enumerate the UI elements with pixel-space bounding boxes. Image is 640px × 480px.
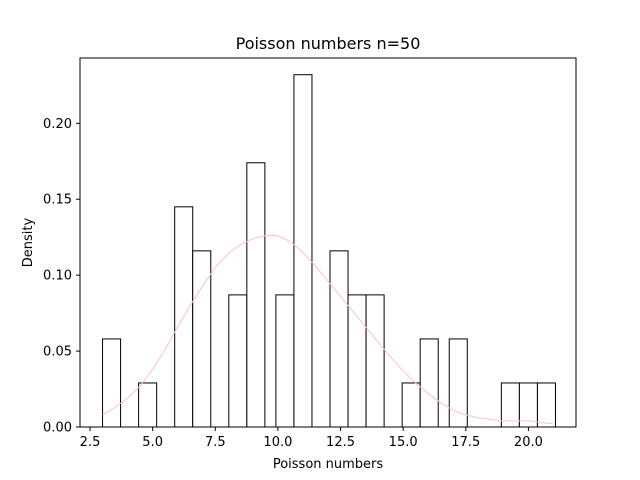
histogram-bar-17 <box>536 382 556 428</box>
y-tick-label: 0.10 <box>43 269 72 284</box>
histogram-bar-10 <box>347 294 367 428</box>
histogram-bar-5 <box>228 294 248 428</box>
histogram-bar-9 <box>329 250 349 428</box>
x-tick-label: 10.0 <box>263 435 292 450</box>
chart-title: Poisson numbers n=50 <box>236 34 421 53</box>
histogram-bar-7 <box>275 294 295 428</box>
histogram-bar-8 <box>293 74 313 428</box>
x-tick-label: 2.5 <box>80 435 101 450</box>
y-tick-label: 0.05 <box>43 345 72 360</box>
histogram-bar-2 <box>138 382 158 428</box>
y-tick-label: 0.00 <box>43 421 72 436</box>
histogram-bar-12 <box>401 382 421 428</box>
x-tick-label: 5.0 <box>142 435 163 450</box>
y-axis-title: Density <box>21 217 36 267</box>
x-tick-label: 15.0 <box>389 435 418 450</box>
histogram-bar-6 <box>246 162 266 428</box>
plot-area-frame <box>79 57 577 428</box>
histogram-bar-14 <box>448 338 468 428</box>
density-curve <box>102 235 554 425</box>
density-curve-layer <box>102 235 554 425</box>
y-tick-label: 0.20 <box>43 117 72 132</box>
histogram-bar-13 <box>419 338 439 428</box>
x-tick-label: 17.5 <box>451 435 480 450</box>
y-tick-label: 0.15 <box>43 193 72 208</box>
y-axis-ticks: 0.00 0.05 0.10 0.15 0.20 <box>43 117 80 436</box>
histogram-bars <box>102 74 556 428</box>
histogram-bar-11 <box>365 294 385 428</box>
histogram-bar-15 <box>500 382 520 428</box>
x-tick-label: 12.5 <box>326 435 355 450</box>
x-axis-ticks: 2.5 5.0 7.5 10.0 12.5 15.0 17.5 20.0 <box>80 427 543 450</box>
x-tick-label: 20.0 <box>514 435 543 450</box>
x-axis-title: Poisson numbers <box>273 457 384 472</box>
histogram-bar-16 <box>518 382 538 428</box>
x-tick-label: 7.5 <box>205 435 226 450</box>
